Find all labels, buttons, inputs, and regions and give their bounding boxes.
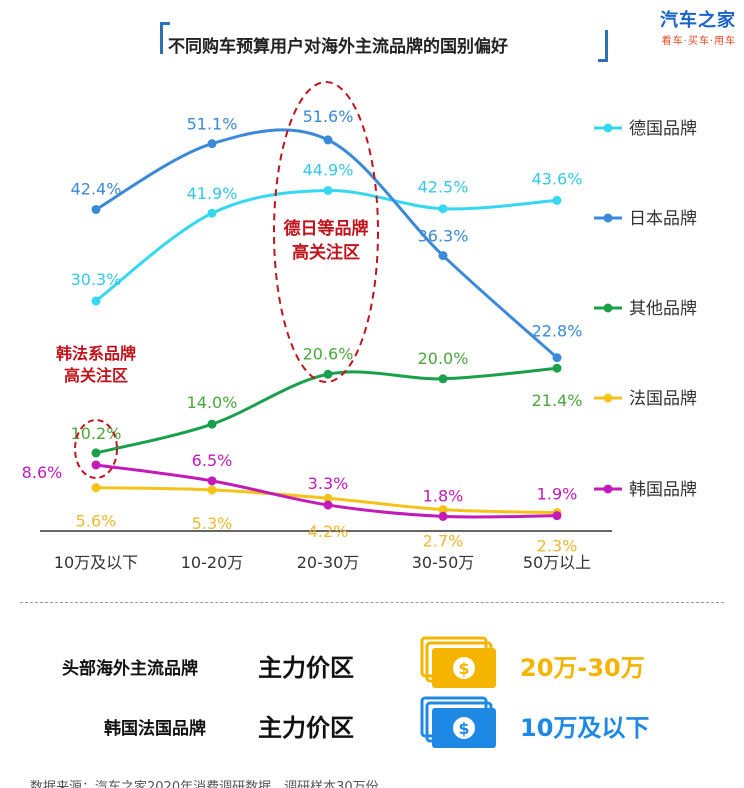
data-source-note: 数据来源：汽车之家2020年消费调研数据，调研样本30万份	[30, 780, 379, 788]
data-label: 20.6%	[303, 344, 354, 363]
x-tick-label: 50万以上	[523, 553, 591, 572]
data-point	[91, 296, 101, 306]
summary-main: 主力价区	[258, 714, 354, 742]
data-point	[438, 251, 448, 261]
data-point	[323, 493, 333, 503]
data-point	[323, 135, 333, 145]
summary-label: 头部海外主流品牌	[62, 659, 198, 679]
data-point	[91, 448, 101, 458]
data-point	[207, 419, 217, 429]
data-point	[552, 195, 562, 205]
data-point	[207, 208, 217, 218]
legend-label: 法国品牌	[629, 389, 697, 409]
x-tick-label: 10万及以下	[54, 553, 138, 572]
legend-swatch-dot	[603, 123, 613, 133]
data-label: 51.6%	[303, 107, 354, 126]
summary-main: 主力价区	[258, 654, 354, 682]
legend-label: 韩国品牌	[629, 480, 697, 500]
annotation-text: 韩法系品牌	[56, 344, 136, 363]
data-point	[207, 139, 217, 149]
line-chart: 10万及以下 10-20万 20-30万 30-50万 50万以上 30.3% 41.9% 4…	[22, 81, 697, 572]
summary-label: 韩国法国品牌	[104, 719, 206, 739]
x-tick-label: 20-30万	[297, 553, 360, 572]
autohome-logo: 汽车之家 看车·买车·用车	[660, 6, 736, 47]
data-label: 4.2%	[308, 522, 349, 541]
summary-row-overseas: 头部海外主流品牌 主力价区 $ 20万-30万	[0, 632, 744, 692]
data-point	[552, 353, 562, 363]
series-line	[95, 366, 558, 455]
x-tick-label: 30-50万	[412, 553, 475, 572]
legend-swatch-dot	[603, 484, 613, 494]
data-point	[438, 204, 448, 214]
data-point	[323, 186, 333, 196]
data-point	[207, 476, 217, 486]
data-label: 1.8%	[423, 486, 464, 505]
data-label: 1.9%	[537, 485, 578, 504]
data-label: 51.1%	[187, 115, 238, 134]
section-divider	[20, 602, 724, 603]
data-label: 22.8%	[532, 322, 583, 341]
legend-label: 日本品牌	[629, 209, 697, 229]
summary-row-kr-fr: 韩国法国品牌 主力价区 $ 10万及以下	[0, 692, 744, 752]
summary-range: 10万及以下	[520, 714, 650, 742]
data-label: 14.0%	[187, 393, 238, 412]
legend-swatch-dot	[603, 213, 613, 223]
legend-label: 其他品牌	[629, 299, 697, 319]
data-point	[91, 204, 101, 214]
data-label: 41.9%	[187, 184, 238, 203]
data-label: 10.2%	[71, 424, 122, 443]
svg-text:$: $	[458, 719, 469, 738]
chart-title-frame: 不同购车预算用户对海外主流品牌的国别偏好	[160, 22, 608, 62]
logo-main-text: 汽车之家	[660, 10, 736, 31]
data-point	[91, 460, 101, 470]
summary-range: 20万-30万	[520, 654, 645, 682]
data-label: 21.4%	[532, 391, 583, 410]
data-point	[323, 500, 333, 510]
annotation-text: 高关注区	[292, 242, 360, 263]
data-label: 36.3%	[418, 227, 469, 246]
data-label: 5.6%	[76, 512, 117, 531]
data-label: 6.5%	[192, 451, 233, 470]
data-label: 30.3%	[71, 270, 122, 289]
chart-title: 不同购车预算用户对海外主流品牌的国别偏好	[168, 37, 508, 57]
legend-swatch-dot	[603, 393, 613, 403]
data-label: 2.3%	[537, 537, 578, 556]
money-icon: $	[420, 696, 496, 748]
data-point	[552, 363, 562, 373]
data-label: 3.3%	[308, 474, 349, 493]
money-icon: $	[420, 636, 496, 688]
data-label: 8.6%	[22, 463, 63, 482]
data-label: 5.3%	[192, 514, 233, 533]
data-point	[438, 505, 448, 515]
data-point	[438, 511, 448, 521]
logo-sub-text: 看车·买车·用车	[661, 36, 736, 47]
legend-swatch-dot	[603, 303, 613, 313]
title-corner-left	[160, 22, 170, 54]
title-corner-right	[598, 30, 608, 62]
data-point	[552, 511, 562, 521]
data-label: 42.4%	[71, 179, 122, 198]
data-point	[438, 374, 448, 384]
data-point	[323, 369, 333, 379]
annotation-text: 高关注区	[64, 366, 128, 385]
legend-label: 德国品牌	[629, 119, 697, 139]
data-label: 44.9%	[303, 161, 354, 180]
data-label: 20.0%	[418, 349, 469, 368]
data-label: 43.6%	[532, 169, 583, 188]
x-tick-label: 10-20万	[181, 553, 244, 572]
data-point	[91, 483, 101, 493]
svg-text:$: $	[458, 659, 469, 678]
data-label: 42.5%	[418, 178, 469, 197]
data-point	[207, 485, 217, 495]
data-label: 2.7%	[423, 532, 464, 551]
highlight-ellipse	[273, 81, 379, 383]
highlight-ellipse	[74, 419, 118, 479]
annotation-text: 德日等品牌	[284, 218, 369, 239]
